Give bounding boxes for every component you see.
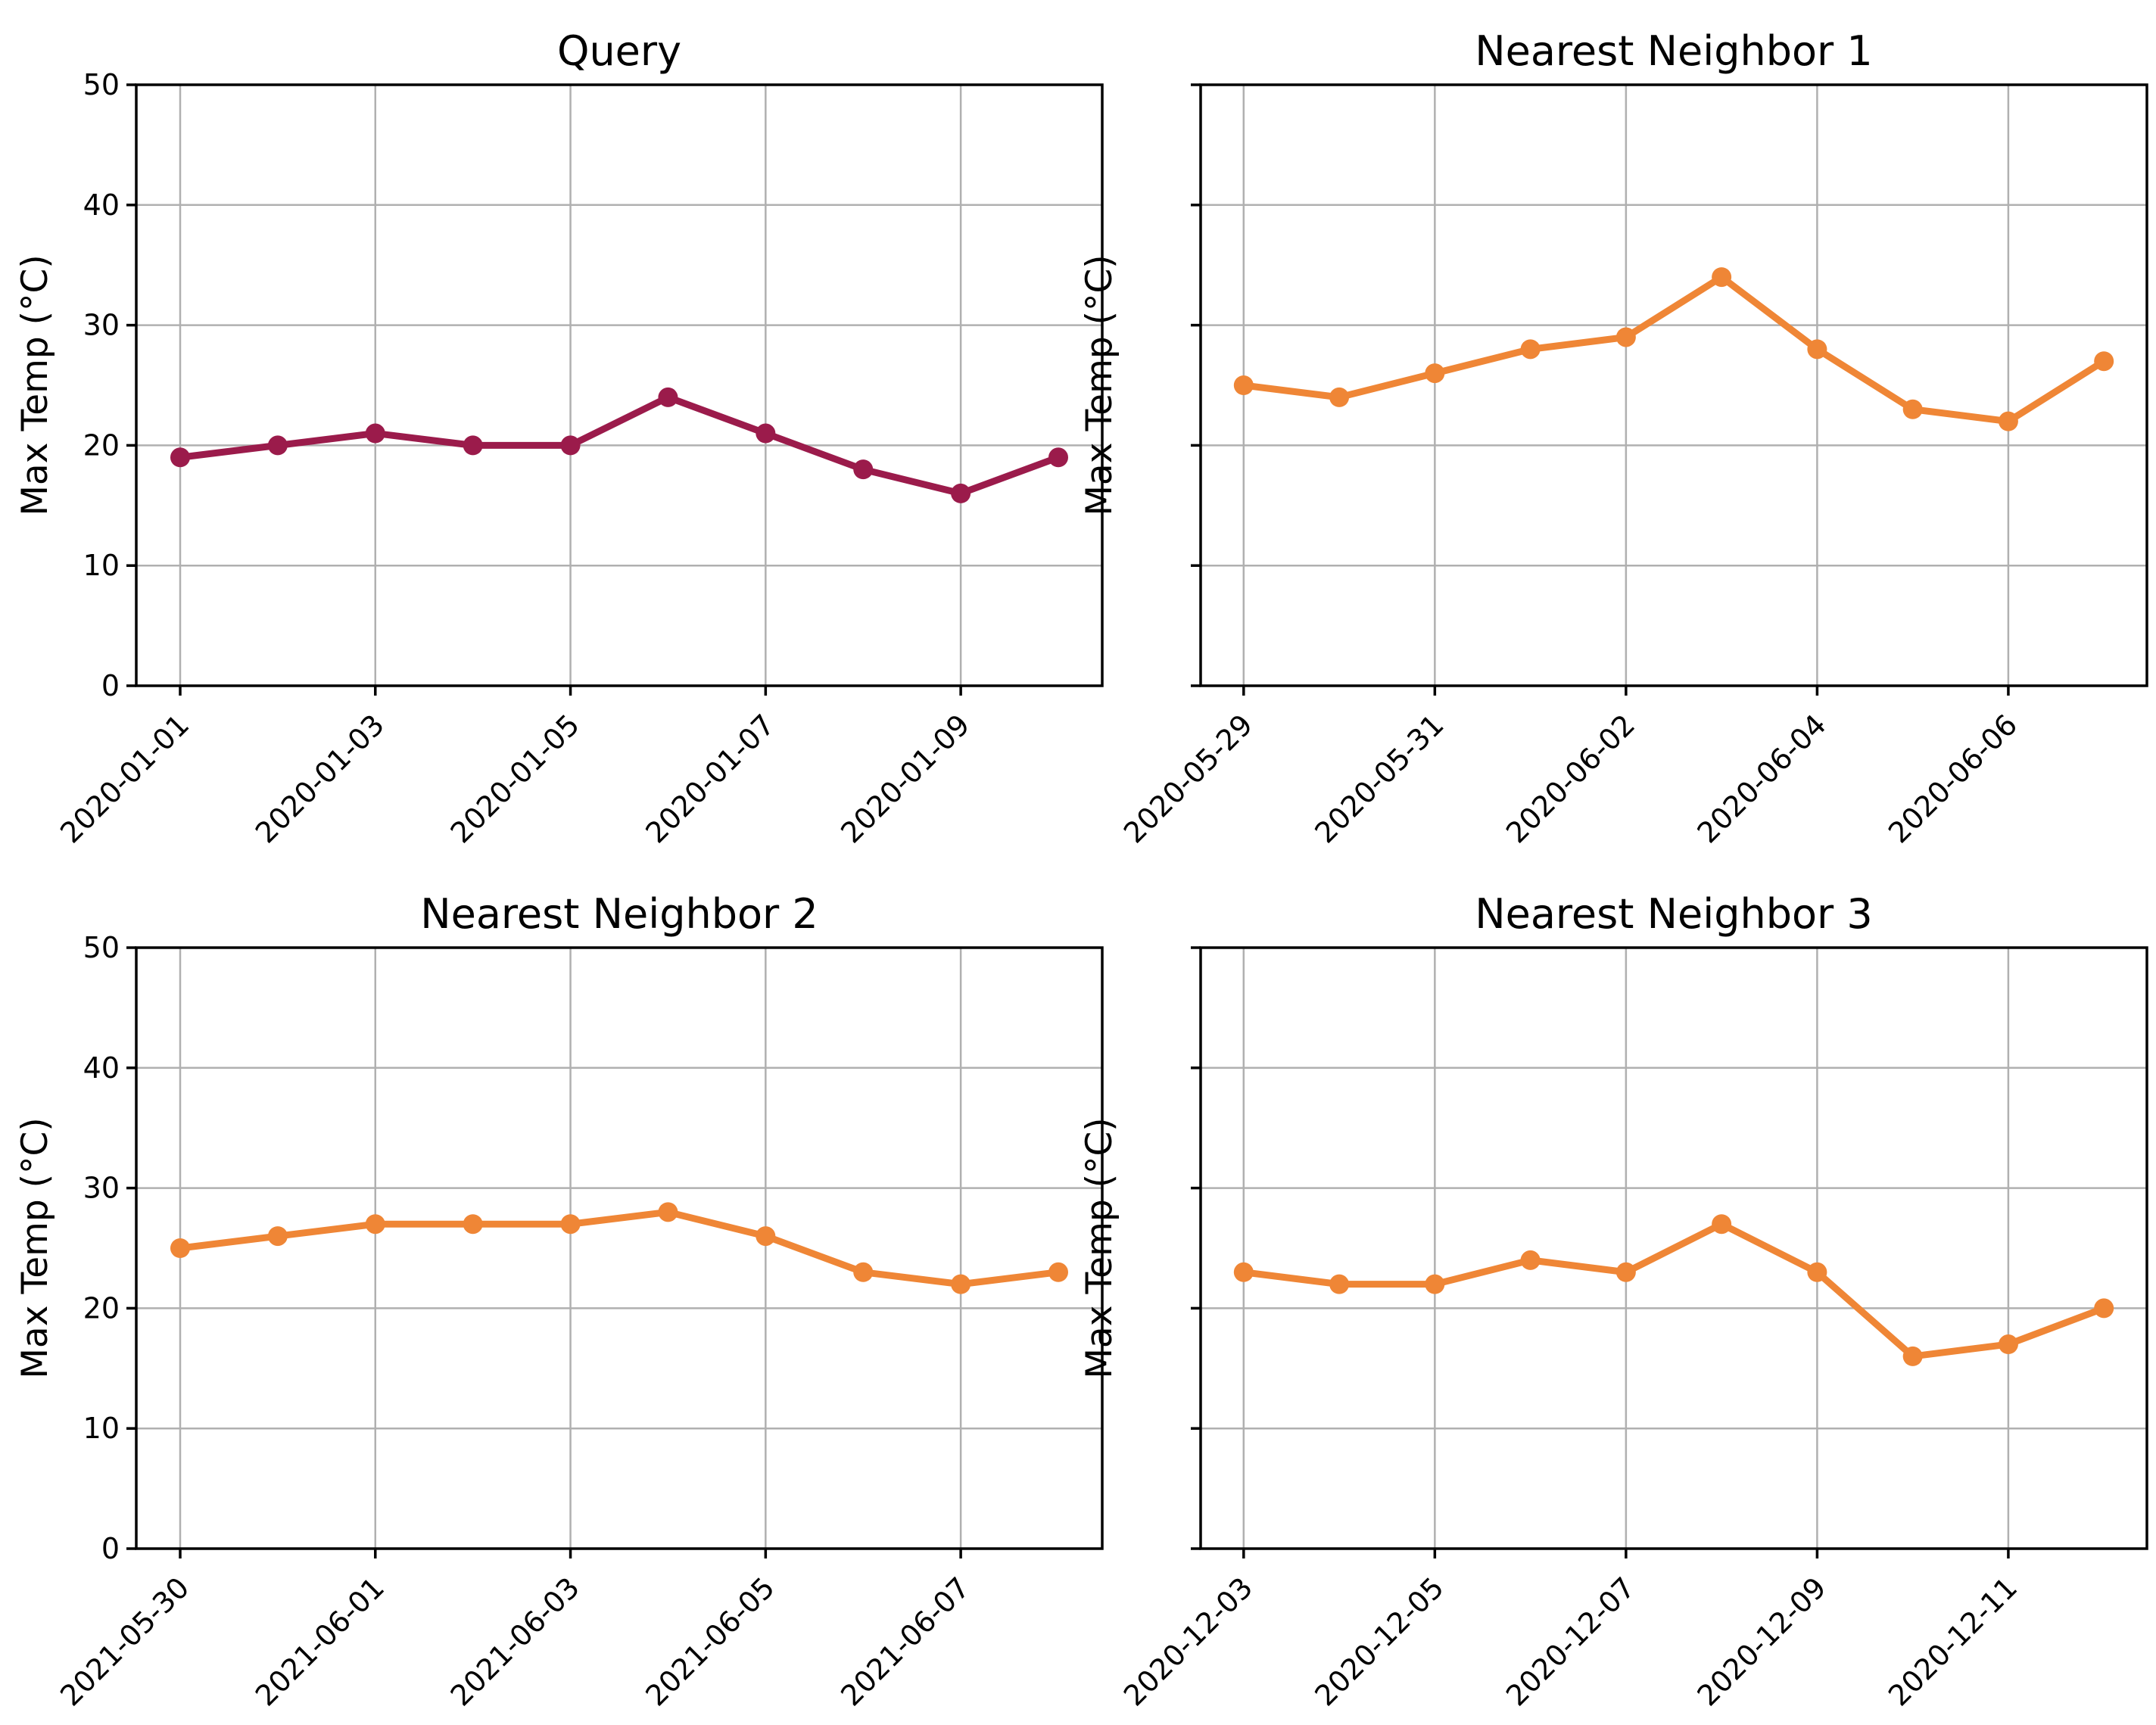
data-point xyxy=(951,483,971,503)
y-tick-label: 10 xyxy=(83,549,120,582)
x-tick-label: 2021-06-03 xyxy=(444,1571,586,1712)
y-axis-label: Max Temp (°C) xyxy=(14,254,56,515)
data-point xyxy=(1712,1214,1732,1235)
data-point xyxy=(951,1274,971,1294)
x-tick-label: 2021-06-07 xyxy=(834,1571,976,1712)
y-tick-label: 50 xyxy=(83,68,120,101)
data-point xyxy=(1233,1262,1254,1282)
nearest-neighbor-1-line xyxy=(1240,273,2108,425)
data-point xyxy=(1998,1334,2018,1355)
axes-frame xyxy=(1199,946,2148,1550)
data-point xyxy=(365,1214,385,1235)
data-point xyxy=(463,435,483,456)
data-point xyxy=(1048,447,1068,468)
data-point xyxy=(1807,1262,1827,1282)
y-tick-label: 40 xyxy=(83,1051,120,1085)
data-point xyxy=(1902,399,1923,419)
data-point xyxy=(853,1262,874,1282)
data-point xyxy=(1902,1346,1923,1366)
data-point xyxy=(1520,339,1541,360)
x-tick-label: 2020-01-03 xyxy=(249,708,391,849)
y-axis-label: Max Temp (°C) xyxy=(14,1117,56,1378)
data-point xyxy=(1233,375,1254,395)
subplot-title: Nearest Neighbor 2 xyxy=(420,890,818,938)
data-point xyxy=(560,435,581,456)
data-point xyxy=(170,447,190,468)
x-tick-label: 2020-12-05 xyxy=(1308,1571,1450,1712)
data-point xyxy=(1712,267,1732,288)
axes-frame xyxy=(135,83,1104,687)
query-line xyxy=(176,394,1062,497)
axes-frame xyxy=(1199,83,2148,687)
x-tick-label: 2020-01-07 xyxy=(639,708,780,849)
data-point xyxy=(267,1226,288,1247)
data-point xyxy=(2094,1298,2114,1319)
subplot-nearest-neighbor-3: 2020-12-03 2020-12-05 2020-12-07 2020-12-09… xyxy=(1079,890,2148,1713)
x-tick-label: 2020-12-07 xyxy=(1500,1571,1641,1712)
data-point xyxy=(365,423,385,444)
x-tick-label: 2020-12-11 xyxy=(1882,1571,2024,1712)
data-point xyxy=(756,1226,776,1247)
data-point xyxy=(853,459,874,480)
x-tick-label: 2021-05-30 xyxy=(54,1571,195,1712)
x-tick-label: 2020-01-09 xyxy=(834,708,976,849)
y-tick-label: 10 xyxy=(83,1412,120,1445)
data-point xyxy=(1329,387,1350,407)
data-point xyxy=(756,423,776,444)
subplot-nearest-neighbor-2: 2021-05-30 2021-06-01 2021-06-03 2021-06-05… xyxy=(14,890,1104,1713)
x-tick-label: 2020-01-01 xyxy=(54,708,195,849)
data-point xyxy=(1048,1262,1068,1282)
y-tick-label: 20 xyxy=(83,428,120,462)
x-tick-label: 2020-05-31 xyxy=(1308,708,1450,849)
subplot-query: 2020-01-01 2020-01-03 2020-01-05 2020-01-07… xyxy=(14,27,1104,850)
y-tick-label: 30 xyxy=(83,1172,120,1205)
data-point xyxy=(1425,1274,1445,1294)
data-point xyxy=(463,1214,483,1235)
x-tick-label: 2020-06-06 xyxy=(1882,708,2024,849)
y-tick-label: 50 xyxy=(83,931,120,964)
y-tick-label: 0 xyxy=(101,669,120,702)
y-tick-label: 20 xyxy=(83,1291,120,1325)
data-point xyxy=(1998,411,2018,431)
x-tick-label: 2021-06-05 xyxy=(639,1571,780,1712)
subplot-title: Nearest Neighbor 1 xyxy=(1475,27,1873,75)
data-point xyxy=(1520,1250,1541,1270)
data-point xyxy=(170,1238,190,1258)
y-tick-label: 40 xyxy=(83,188,120,222)
x-tick-label: 2020-01-05 xyxy=(444,708,586,849)
x-tick-label: 2020-06-04 xyxy=(1690,708,1832,849)
data-point xyxy=(267,435,288,456)
data-point xyxy=(1615,327,1636,347)
data-point xyxy=(1615,1262,1636,1282)
data-point xyxy=(1425,363,1445,384)
x-tick-label: 2021-06-01 xyxy=(249,1571,391,1712)
x-tick-label: 2020-05-29 xyxy=(1117,708,1259,849)
y-axis-label: Max Temp (°C) xyxy=(1079,1117,1120,1378)
x-tick-label: 2020-12-09 xyxy=(1690,1571,1832,1712)
data-point xyxy=(1807,339,1827,360)
subplot-nearest-neighbor-1: 2020-05-29 2020-05-31 2020-06-02 2020-06-04… xyxy=(1079,27,2148,850)
subplot-title: Nearest Neighbor 3 xyxy=(1475,890,1873,938)
data-point xyxy=(560,1214,581,1235)
x-tick-label: 2020-12-03 xyxy=(1117,1571,1259,1712)
y-tick-label: 30 xyxy=(83,309,120,342)
data-point xyxy=(658,387,678,407)
data-point xyxy=(2094,351,2114,372)
data-point xyxy=(1329,1274,1350,1294)
y-axis-label: Max Temp (°C) xyxy=(1079,254,1120,515)
subplot-title: Query xyxy=(557,27,681,75)
y-tick-label: 0 xyxy=(101,1532,120,1565)
nearest-neighbor-3-line xyxy=(1240,1220,2108,1360)
axes-frame xyxy=(135,946,1104,1550)
nearest-neighbor-2-line xyxy=(176,1208,1062,1288)
x-tick-label: 2020-06-02 xyxy=(1500,708,1641,849)
data-point xyxy=(658,1202,678,1222)
